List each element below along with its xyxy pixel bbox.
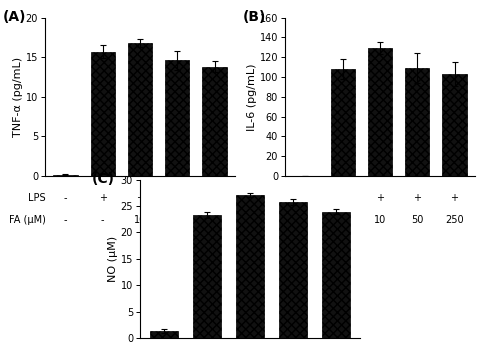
Bar [442,74,466,176]
Y-axis label: NO (μM): NO (μM) [108,235,118,282]
Text: +: + [174,193,182,203]
Text: +: + [376,193,384,203]
Bar [405,68,429,176]
Text: LPS: LPS [268,193,286,203]
Text: +: + [338,193,346,203]
Text: -: - [101,215,104,225]
Text: +: + [210,193,218,203]
Text: -: - [341,215,344,225]
Text: -: - [64,193,67,203]
Text: +: + [136,193,144,203]
Bar [150,331,178,338]
Text: FA (μM): FA (μM) [249,215,286,225]
Bar [330,69,355,176]
Bar [322,212,350,338]
Y-axis label: TNF-α (pg/mL): TNF-α (pg/mL) [13,57,23,137]
Text: 10: 10 [134,215,146,225]
Bar [193,215,221,338]
Bar [202,67,226,176]
Text: (B): (B) [243,10,266,24]
Text: LPS: LPS [28,193,46,203]
Text: 10: 10 [374,215,386,225]
Text: 50: 50 [171,215,183,225]
Text: +: + [450,193,458,203]
Y-axis label: IL-6 (pg/mL): IL-6 (pg/mL) [247,63,257,131]
Text: -: - [304,193,307,203]
Text: (A): (A) [3,10,26,24]
Text: 250: 250 [205,215,224,225]
Text: -: - [64,215,67,225]
Text: (C): (C) [92,171,114,186]
Text: -: - [304,215,307,225]
Bar [128,43,152,176]
Bar [90,52,115,176]
Bar [54,175,78,176]
Text: 250: 250 [445,215,464,225]
Bar [368,48,392,176]
Text: +: + [98,193,106,203]
Text: +: + [414,193,422,203]
Bar [236,195,264,338]
Bar [165,61,190,176]
Bar [279,202,307,338]
Text: 50: 50 [411,215,424,225]
Text: FA (μM): FA (μM) [9,215,46,225]
